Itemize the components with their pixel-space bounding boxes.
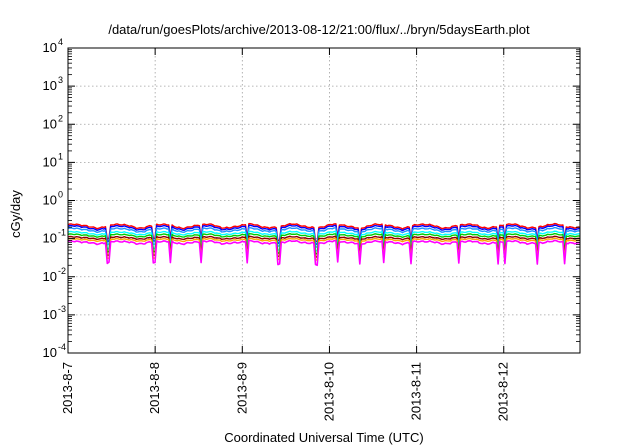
x-tick-label: 2013-8-8: [147, 362, 162, 414]
series-line: [67, 239, 581, 267]
grid: [68, 48, 580, 353]
chart-title: /data/run/goesPlots/archive/2013-08-12/2…: [108, 22, 530, 37]
y-tick-exponent: 2: [58, 113, 63, 123]
y-tick-label: 10: [43, 40, 57, 55]
x-tick-label: 2013-8-11: [409, 362, 424, 420]
y-tick-exponent: -4: [58, 342, 66, 352]
y-axis-label: cGy/day: [8, 190, 23, 238]
y-tick-label: 10: [43, 193, 57, 208]
y-tick-label: 10: [43, 307, 57, 322]
series-lines: [67, 222, 581, 267]
x-tick-label: 2013-8-7: [60, 362, 75, 414]
y-tick-label: 10: [43, 78, 57, 93]
y-tick-label: 10: [43, 154, 57, 169]
y-tick-label: 10: [43, 345, 57, 360]
y-tick-exponent: 0: [58, 190, 63, 200]
y-tick-label: 10: [43, 231, 57, 246]
x-tick-label: 2013-8-12: [496, 362, 511, 421]
x-axis-label: Coordinated Universal Time (UTC): [224, 430, 423, 445]
y-tick-exponent: 1: [58, 151, 63, 161]
y-tick-label: 10: [43, 269, 57, 284]
y-tick-exponent: 4: [58, 37, 63, 47]
y-tick-label: 10: [43, 116, 57, 131]
y-tick-exponent: -3: [58, 304, 66, 314]
x-tick-label: 2013-8-9: [234, 362, 249, 414]
y-tick-exponent: 3: [58, 75, 63, 85]
y-tick-exponent: -1: [58, 228, 66, 238]
x-tick-label: 2013-8-10: [321, 362, 336, 421]
y-tick-exponent: -2: [58, 266, 66, 276]
